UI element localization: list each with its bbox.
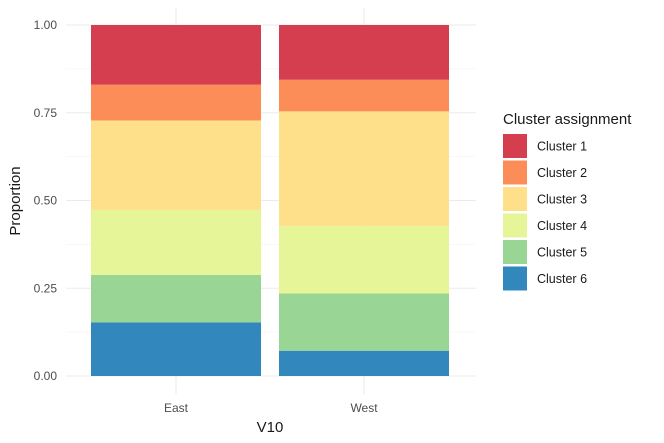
legend-swatch: [503, 240, 527, 264]
y-tick-label: 0.50: [34, 194, 58, 208]
legend: Cluster assignment Cluster 1 Cluster 2 Clu…: [503, 111, 632, 291]
y-tick-label: 0.25: [34, 281, 58, 295]
y-tick-label: 0.00: [34, 369, 58, 383]
bar-segment-cluster-3-east: [91, 120, 261, 210]
y-axis-title: Proportion: [7, 166, 24, 235]
x-tick-label: East: [164, 401, 189, 415]
y-tick-label: 1.00: [34, 18, 58, 32]
bar-segment-cluster-5-east: [91, 274, 261, 323]
bar-segment-cluster-1-west: [279, 25, 449, 80]
legend-swatch: [503, 160, 527, 185]
bar-segment-cluster-4-east: [91, 209, 261, 275]
y-axis-ticks: 0.00 0.25 0.50 0.75 1.00: [34, 18, 58, 383]
legend-swatch: [503, 213, 527, 238]
bar-segment-cluster-6-west: [279, 350, 449, 376]
bar-segment-cluster-6-east: [91, 322, 261, 376]
x-axis-ticks: East West: [164, 401, 378, 415]
bars: [91, 25, 449, 376]
x-tick-label: West: [350, 401, 378, 415]
x-axis-title: V10: [257, 419, 284, 436]
legend-label: Cluster 4: [537, 219, 587, 233]
bar-segment-cluster-2-east: [91, 84, 261, 121]
legend-title: Cluster assignment: [503, 111, 632, 128]
bar-segment-cluster-1-east: [91, 25, 261, 85]
legend-swatch: [503, 187, 527, 211]
bar-segment-cluster-2-west: [279, 79, 449, 112]
legend-swatch: [503, 266, 527, 291]
legend-label: Cluster 3: [537, 193, 587, 207]
bar-segment-cluster-4-west: [279, 226, 449, 294]
y-tick-label: 0.75: [34, 106, 58, 120]
legend-label: Cluster 2: [537, 166, 587, 180]
legend-label: Cluster 5: [537, 246, 587, 260]
legend-swatch: [503, 134, 527, 158]
bar-segment-cluster-3-west: [279, 111, 449, 227]
legend-label: Cluster 6: [537, 272, 587, 286]
legend-label: Cluster 1: [537, 140, 587, 154]
bar-segment-cluster-5-west: [279, 293, 449, 351]
